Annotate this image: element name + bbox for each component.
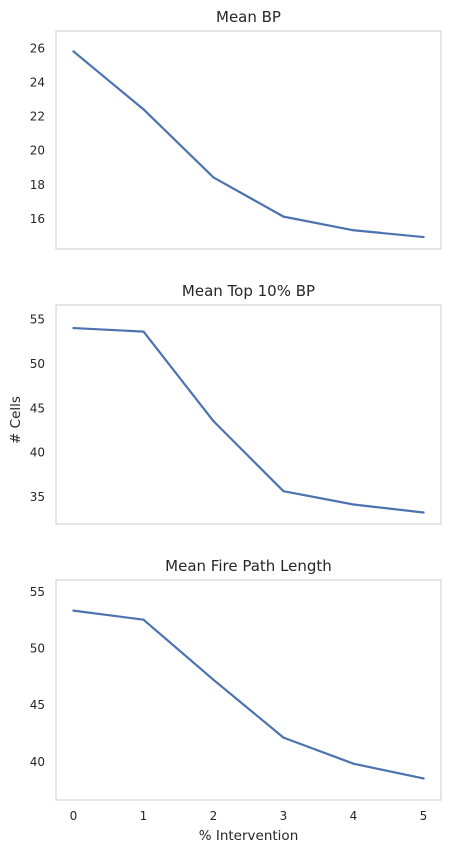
data-point <box>282 215 285 218</box>
data-point <box>282 490 285 493</box>
y-tick-label: 24 <box>30 76 45 90</box>
y-tick-label: 16 <box>30 212 45 226</box>
chart-title: Mean Fire Path Length <box>165 557 332 575</box>
x-tick-label: 0 <box>70 809 78 823</box>
y-tick-label: 45 <box>30 698 45 712</box>
y-tick-label: 26 <box>30 42 45 56</box>
data-point <box>422 511 425 514</box>
y-axis-label: # Cells <box>8 396 24 444</box>
x-tick-label: 5 <box>420 809 428 823</box>
y-tick-label: 55 <box>30 313 45 327</box>
x-tick-label: 2 <box>210 809 218 823</box>
y-tick-label: 18 <box>30 178 45 192</box>
y-tick-label: 20 <box>30 144 45 158</box>
y-tick-label: 22 <box>30 110 45 124</box>
series-line <box>72 50 425 239</box>
data-point <box>422 235 425 239</box>
data-point <box>142 330 145 333</box>
data-point <box>212 678 215 681</box>
y-tick-label: 35 <box>30 490 45 504</box>
y-tick-label: 55 <box>30 585 45 599</box>
data-point <box>422 777 425 780</box>
plot-frame <box>55 30 442 250</box>
y-tick-label: 45 <box>30 401 45 415</box>
chart-title: Mean BP <box>216 8 281 26</box>
data-point <box>212 176 215 179</box>
data-point <box>142 618 145 621</box>
data-point <box>212 420 215 423</box>
data-point <box>142 108 145 111</box>
x-tick-label: 1 <box>140 809 148 823</box>
x-tick-label: 4 <box>350 809 358 823</box>
y-tick-label: 50 <box>30 642 45 656</box>
series-line <box>72 326 425 514</box>
chart-panel-1: Mean BP 16 18 20 22 24 26 <box>30 8 442 250</box>
y-tick-label: 40 <box>30 446 45 460</box>
series-line <box>72 609 425 780</box>
x-axis-label: % Intervention <box>199 828 299 844</box>
plot-frame <box>55 579 442 801</box>
chart-title: Mean Top 10% BP <box>182 282 315 300</box>
data-point <box>352 229 355 232</box>
chart-panel-2: Mean Top 10% BP 35 40 45 50 55 <box>30 282 442 525</box>
data-point <box>352 503 355 506</box>
data-point <box>72 326 75 330</box>
data-point <box>72 609 75 612</box>
plot-frame <box>55 304 442 525</box>
y-tick-label: 40 <box>30 755 45 769</box>
x-tick-label: 3 <box>280 809 288 823</box>
data-point <box>282 736 285 739</box>
y-tick-label: 50 <box>30 357 45 371</box>
data-point <box>352 762 355 765</box>
data-point <box>72 50 75 53</box>
